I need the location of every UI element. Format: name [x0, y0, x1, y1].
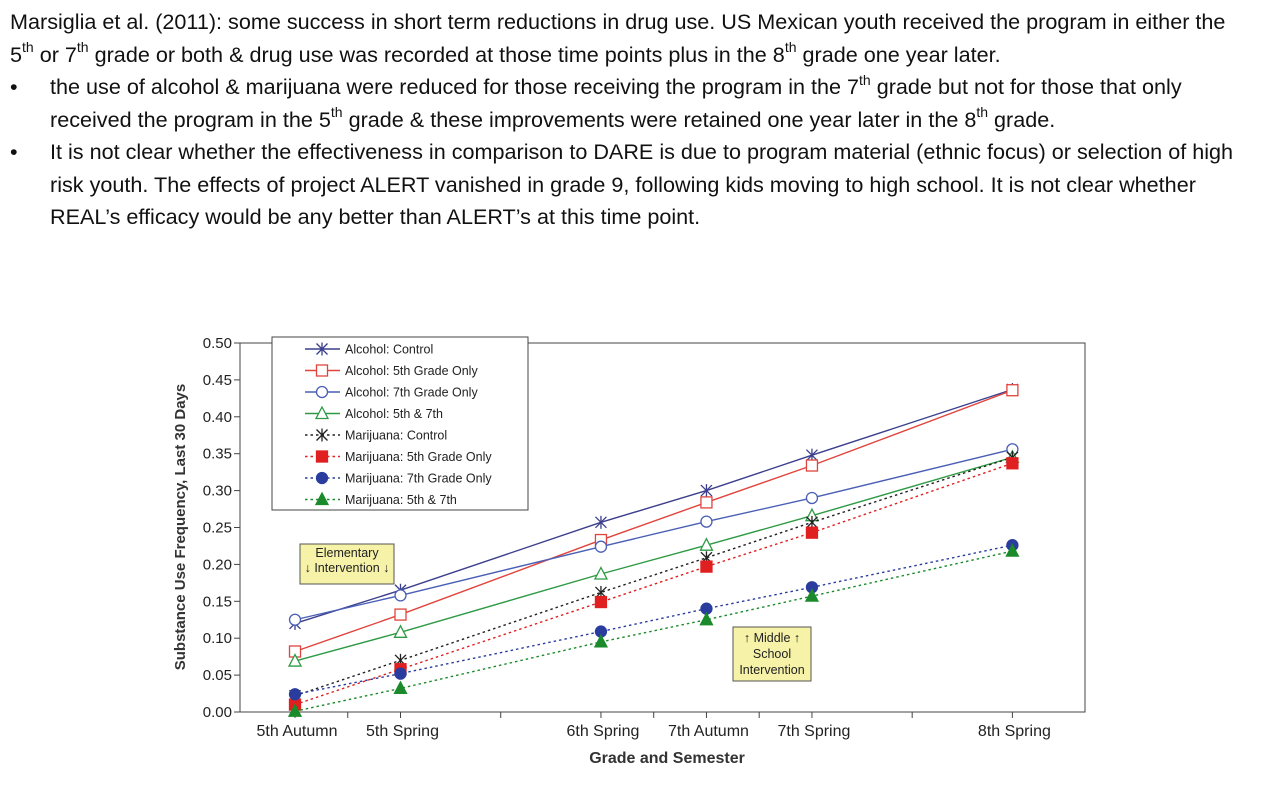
triangle-marker: [593, 633, 609, 648]
legend-box: [271, 336, 529, 511]
y-tick-label: 0.10: [203, 630, 232, 647]
bullet-dot: •: [10, 139, 18, 164]
series-line: [294, 448, 1013, 621]
triangle-marker: [1005, 543, 1020, 557]
y-tick-label: 0.40: [203, 409, 232, 426]
x-tick-label: 5th Spring: [366, 723, 439, 740]
legend-item: Marijuana: 5th & 7th: [305, 491, 457, 507]
slide-text: Marsiglia et al. (2011): some success in…: [10, 6, 1250, 234]
series-line: [294, 389, 1013, 653]
legend-label: Alcohol: 5th & 7th: [345, 407, 443, 421]
annotation-box: [299, 543, 395, 585]
circle-marker: [805, 491, 819, 505]
y-tick-label: 0.05: [203, 667, 232, 684]
x-tick-label: 7th Spring: [777, 723, 850, 740]
legend-item: Alcohol: 7th Grade Only: [305, 386, 478, 400]
triangle-marker: [287, 653, 303, 667]
bullet-item: • the use of alcohol & marijuana were red…: [10, 71, 1182, 132]
legend-item: Marijuana: 7th Grade Only: [305, 472, 492, 486]
triangle-marker: [314, 491, 330, 506]
annotation-box: [732, 626, 812, 682]
y-tick-label: 0.35: [203, 446, 232, 463]
legend-item: Alcohol: Control: [305, 342, 433, 357]
circle-marker: [394, 667, 407, 680]
annotation-middle-school: ↑ Middle ↑ School Intervention: [732, 626, 812, 682]
y-tick-label: 0.20: [203, 556, 232, 573]
x-axis-title: Grade and Semester: [589, 750, 745, 767]
square-marker: [700, 560, 713, 573]
series-line: [294, 544, 1013, 695]
square-marker: [700, 496, 713, 509]
y-tick-label: 0.45: [203, 372, 232, 389]
legend-label: Marijuana: 5th Grade Only: [345, 450, 492, 464]
triangle-marker: [593, 566, 609, 580]
circle-marker: [315, 471, 329, 485]
legend-label: Alcohol: 7th Grade Only: [345, 386, 478, 400]
legend-item: Marijuana: 5th Grade Only: [305, 450, 492, 464]
x-tick-label: 7th Autumn: [668, 723, 749, 740]
circle-marker: [315, 385, 329, 399]
y-tick-label: 0.50: [203, 335, 232, 352]
y-tick-label: 0.15: [203, 593, 232, 610]
annotation-text: Elementary: [315, 546, 379, 560]
asterisk-marker: [594, 515, 607, 529]
series-line: [294, 388, 1013, 625]
circle-marker: [288, 688, 302, 701]
annotation-text: School: [753, 647, 791, 661]
circle-marker: [594, 540, 608, 553]
legend-label: Marijuana: 5th & 7th: [345, 493, 457, 507]
square-marker: [315, 364, 329, 377]
legend-label: Alcohol: Control: [345, 343, 433, 357]
triangle-marker: [393, 624, 408, 638]
circle-marker: [700, 515, 713, 528]
asterisk-marker: [700, 484, 713, 498]
square-marker: [1006, 384, 1019, 397]
series-8: [287, 543, 1020, 717]
series-3: [288, 443, 1019, 626]
legend-item: Alcohol: 5th Grade Only: [305, 364, 478, 378]
triangle-marker: [804, 588, 820, 602]
legend-item: Alcohol: 5th & 7th: [305, 405, 443, 421]
series-line: [294, 550, 1013, 712]
annotation-text: ↑ Middle ↑: [744, 631, 800, 645]
square-marker: [805, 459, 819, 472]
x-tick-label: 6th Spring: [566, 723, 639, 740]
series-line: [294, 456, 1013, 662]
y-tick-label: 0.00: [203, 704, 232, 721]
square-marker: [805, 526, 819, 539]
circle-marker: [394, 589, 407, 602]
annotation-text: Intervention: [739, 663, 804, 677]
bullet-item: • It is not clear whether the effectivene…: [10, 136, 1250, 234]
series-2: [288, 384, 1019, 658]
y-tick-label: 0.25: [203, 520, 232, 537]
square-marker: [1006, 457, 1019, 470]
x-tick-label: 8th Spring: [978, 723, 1051, 740]
annotation-elementary: Elementary↓ Intervention ↓: [299, 543, 395, 585]
circle-marker: [288, 613, 302, 626]
triangle-marker: [393, 680, 408, 695]
legend-label: Marijuana: Control: [345, 429, 447, 443]
legend-label: Alcohol: 5th Grade Only: [345, 364, 478, 378]
y-axis-title: Substance Use Frequency, Last 30 Days: [172, 384, 189, 671]
asterisk-marker: [316, 428, 328, 442]
triangle-marker: [314, 405, 330, 420]
asterisk-marker: [316, 342, 328, 356]
annotation-text: ↓ Intervention ↓: [305, 561, 390, 575]
legend-label: Marijuana: 7th Grade Only: [345, 472, 492, 486]
square-marker: [594, 595, 608, 609]
square-marker: [315, 450, 329, 463]
bullet-dot: •: [10, 74, 18, 99]
legend: Alcohol: Control Alcohol: 5th Grade Only A…: [271, 336, 529, 511]
y-tick-label: 0.30: [203, 483, 232, 500]
triangle-marker: [699, 611, 714, 626]
triangle-marker: [699, 537, 714, 551]
x-tick-label: 5th Autumn: [257, 723, 338, 740]
square-marker: [394, 608, 407, 621]
intro-paragraph: Marsiglia et al. (2011): some success in…: [10, 9, 1226, 67]
triangle-marker: [287, 703, 303, 717]
legend-item: Marijuana: Control: [305, 428, 447, 443]
